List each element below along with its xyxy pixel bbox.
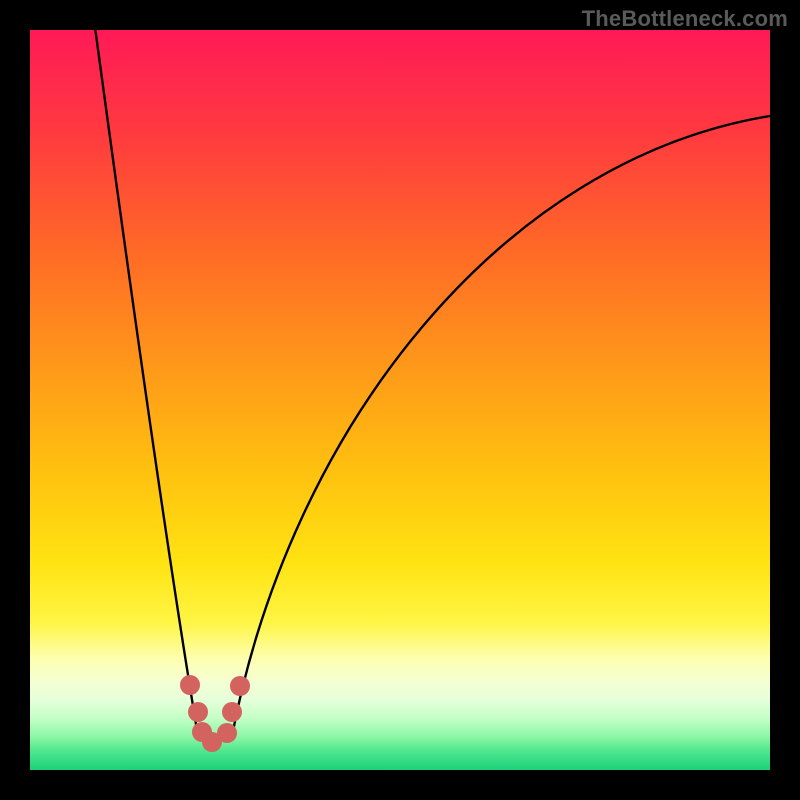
plot-svg [30, 30, 770, 770]
curve-marker [217, 723, 237, 743]
curve-marker [188, 702, 208, 722]
curve-marker [222, 702, 242, 722]
watermark-text: TheBottleneck.com [582, 6, 788, 32]
curve-marker [180, 675, 200, 695]
gradient-background [30, 30, 770, 770]
plot-area [30, 30, 770, 770]
curve-marker [230, 676, 250, 696]
outer-frame: TheBottleneck.com [0, 0, 800, 800]
